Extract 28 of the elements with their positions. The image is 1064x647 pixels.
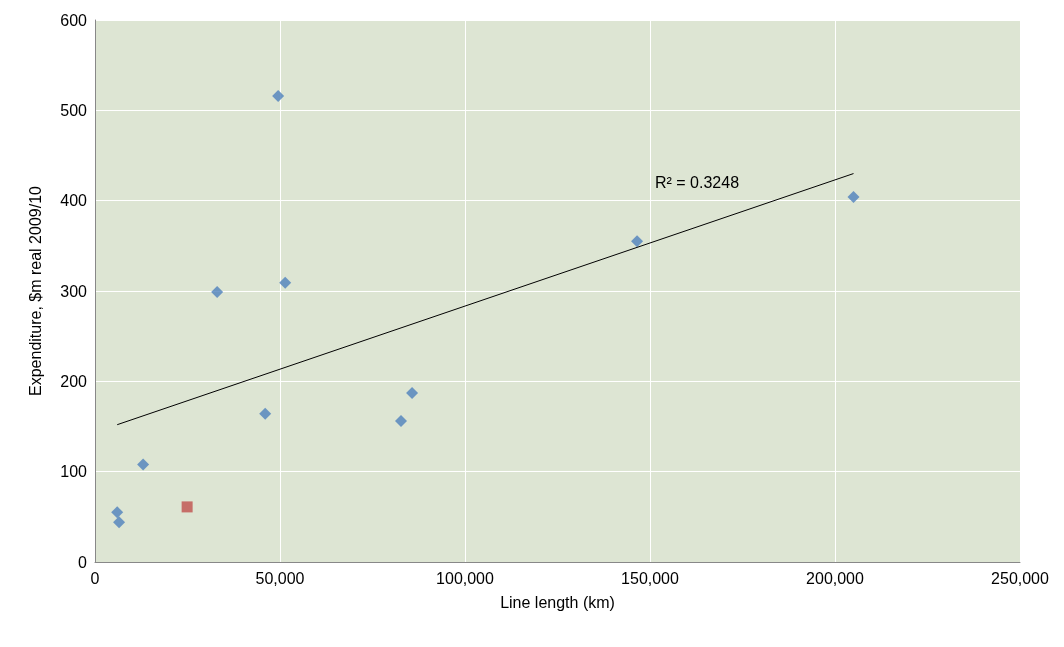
point	[394, 415, 407, 428]
x-tick-label: 150,000	[621, 569, 680, 587]
point	[111, 506, 124, 519]
annotation: R² = 0.3248	[655, 173, 740, 191]
y-axis-title: Expenditure, $m real 2009/10	[26, 185, 44, 396]
y-tick-label: 0	[78, 553, 88, 571]
point	[211, 285, 224, 298]
point	[259, 407, 272, 420]
x-tick-label: 0	[90, 569, 100, 587]
x-axis-title: Line length (km)	[500, 593, 615, 611]
x-tick-label: 250,000	[991, 569, 1050, 587]
y-tick-label: 100	[60, 463, 88, 481]
y-tick-label: 500	[60, 101, 88, 119]
x-tick-label: 50,000	[255, 569, 305, 587]
x-tick-label: 200,000	[806, 569, 865, 587]
point	[181, 501, 193, 513]
x-tick-label: 100,000	[436, 569, 495, 587]
point	[631, 235, 644, 248]
point	[137, 458, 150, 471]
point	[113, 516, 126, 529]
y-tick-label: 600	[60, 11, 88, 29]
y-tick-label: 400	[60, 192, 88, 210]
point	[279, 276, 292, 289]
y-tick-label: 200	[60, 372, 88, 390]
y-tick-label: 300	[60, 282, 88, 300]
point	[847, 191, 860, 204]
point	[406, 387, 419, 400]
point	[272, 89, 285, 102]
